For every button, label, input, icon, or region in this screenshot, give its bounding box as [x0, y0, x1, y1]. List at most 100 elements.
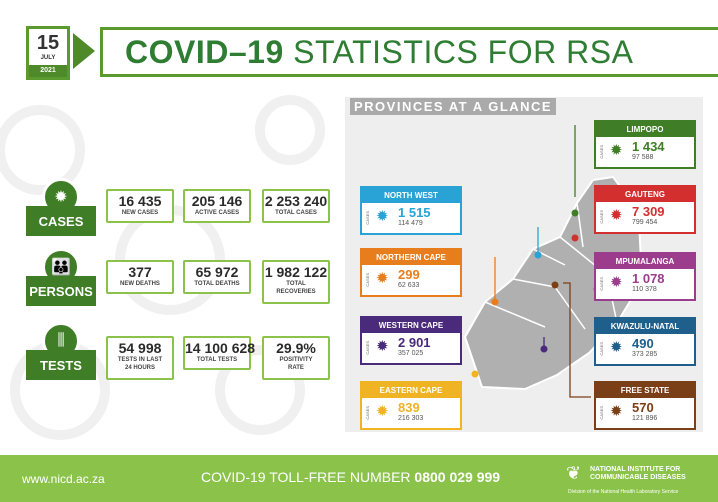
province-body: CASES ✹ 1 078 110 378: [596, 269, 694, 299]
stat-value: 29.9%: [276, 340, 316, 356]
stat-label: TOTAL DEATHS: [194, 281, 240, 287]
cases-caption: CASES: [599, 342, 604, 356]
date-year: 2021: [29, 65, 67, 77]
stat-label: NEW CASES: [121, 210, 159, 216]
province-name: GAUTENG: [596, 187, 694, 202]
province-total: 357 025: [398, 350, 424, 357]
province-total: 114 479: [398, 220, 423, 227]
title-frame: COVID–19 STATISTICS FOR RSA: [100, 27, 718, 77]
province-name: LIMPOPO: [596, 122, 694, 137]
stat-value: 1 982 122: [264, 264, 328, 280]
map-dot-north-west: [534, 251, 542, 259]
province-card-north-west: NORTH WEST CASES ✹ 1 515 114 479: [360, 186, 462, 235]
page-title-rest: STATISTICS FOR RSA: [293, 34, 634, 70]
province-card-limpopo: LIMPOPO CASES ✹ 1 434 97 588: [594, 120, 696, 169]
stat-active-cases: 205 146 ACTIVE CASES: [183, 189, 251, 223]
virus-icon: ✹: [610, 403, 623, 420]
province-card-kwazulu-natal: KWAZULU-NATAL CASES ✹ 490 373 285: [594, 317, 696, 366]
tollfree-line: COVID-19 TOLL-FREE NUMBER 0800 029 999: [201, 469, 500, 485]
category-cases: ✹ CASES: [26, 178, 96, 242]
province-card-northern-cape: NORTHERN CAPE CASES ✹ 299 62 633: [360, 248, 462, 297]
province-body: CASES ✹ 2 901 357 025: [362, 333, 460, 363]
page-title: COVID–19 STATISTICS FOR RSA: [125, 34, 633, 71]
stat-value: 377: [128, 264, 152, 280]
category-cases-label: CASES: [26, 206, 96, 236]
date-badge: 15 JULY 2021: [26, 26, 70, 80]
province-body: CASES ✹ 570 121 896: [596, 398, 694, 428]
cases-caption: CASES: [365, 273, 370, 287]
cases-caption: CASES: [365, 211, 370, 225]
province-cases: 299: [398, 267, 420, 282]
province-cases: 1 078: [632, 271, 665, 286]
category-tests-label: TESTS: [26, 350, 96, 380]
province-name: KWAZULU-NATAL: [596, 319, 694, 334]
province-cases: 2 901: [398, 335, 431, 350]
stat-label: POSITIVITY RATE: [279, 357, 313, 371]
virus-icon: ✹: [610, 142, 623, 159]
stat-tests-24h: 54 998 TESTS IN LAST 24 HOURS: [106, 336, 174, 380]
province-total: 97 588: [632, 154, 654, 161]
province-total: 62 633: [398, 282, 420, 289]
stat-value: 205 146: [191, 193, 243, 209]
stat-label: TOTAL TESTS: [196, 357, 238, 363]
province-card-gauteng: GAUTENG CASES ✹ 7 309 799 454: [594, 185, 696, 234]
cases-caption: CASES: [599, 210, 604, 224]
province-name: WESTERN CAPE: [362, 318, 460, 333]
stat-value: 65 972: [195, 264, 239, 280]
virus-icon: ✹: [610, 274, 623, 291]
province-total: 110 378: [632, 286, 657, 293]
province-total: 799 454: [632, 219, 658, 226]
category-persons: 👪 PERSONS: [26, 248, 96, 312]
stat-label: TOTAL RECOVERIES: [276, 281, 316, 295]
date-arrow: [73, 33, 95, 69]
stat-label: ACTIVE CASES: [194, 210, 240, 216]
map-dot-northern-cape: [491, 298, 499, 306]
stat-label: TOTAL CASES: [275, 210, 317, 216]
province-body: CASES ✹ 490 373 285: [596, 334, 694, 364]
website-link[interactable]: www.nicd.ac.za: [22, 472, 105, 486]
stat-value: 14 100 628: [185, 340, 256, 356]
province-card-eastern-cape: EASTERN CAPE CASES ✹ 839 216 303: [360, 381, 462, 430]
cases-caption: CASES: [599, 277, 604, 291]
page-title-bold: COVID–19: [125, 34, 284, 70]
map-dot-free-state: [551, 281, 559, 289]
map-heading: PROVINCES AT A GLANCE: [350, 98, 557, 115]
province-name: MPUMALANGA: [596, 254, 694, 269]
stat-label: TESTS IN LAST 24 HOURS: [117, 357, 163, 371]
stat-value: 54 998: [118, 340, 162, 356]
virus-icon: ✹: [610, 339, 623, 356]
org-name: NATIONAL INSTITUTE FOR COMMUNICABLE DISE…: [590, 466, 686, 481]
org-subtitle: Division of the National Health Laborato…: [568, 489, 679, 495]
cases-caption: CASES: [599, 406, 604, 420]
leader-line-free-state: [563, 282, 591, 398]
province-name: NORTH WEST: [362, 188, 460, 203]
province-body: CASES ✹ 7 309 799 454: [596, 202, 694, 232]
province-card-western-cape: WESTERN CAPE CASES ✹ 2 901 357 025: [360, 316, 462, 365]
stat-total-deaths: 65 972 TOTAL DEATHS: [183, 260, 251, 294]
stat-label: NEW DEATHS: [120, 281, 160, 287]
tollfree-label: COVID-19 TOLL-FREE NUMBER: [201, 469, 411, 485]
stat-value: 2 253 240: [264, 193, 328, 209]
province-body: CASES ✹ 839 216 303: [362, 398, 460, 428]
province-cases: 1 515: [398, 205, 431, 220]
province-body: CASES ✹ 299 62 633: [362, 265, 460, 295]
virus-icon: ✹: [376, 270, 389, 287]
date-month: JULY: [40, 55, 56, 61]
province-name: NORTHERN CAPE: [362, 250, 460, 265]
footer-bar: www.nicd.ac.za COVID-19 TOLL-FREE NUMBER…: [0, 455, 718, 502]
virus-icon: ✹: [376, 403, 389, 420]
stat-total-recoveries: 1 982 122 TOTAL RECOVERIES: [262, 260, 330, 304]
virus-icon: ✹: [610, 207, 623, 224]
tollfree-number: 0800 029 999: [414, 469, 501, 485]
province-total: 373 285: [632, 351, 658, 358]
stat-total-cases: 2 253 240 TOTAL CASES: [262, 189, 330, 223]
stat-value: 16 435: [118, 193, 162, 209]
province-cases: 570: [632, 400, 654, 415]
map-dot-western-cape: [540, 345, 548, 353]
virus-icon: ✹: [376, 338, 389, 355]
province-cases: 490: [632, 336, 654, 351]
stat-positivity-rate: 29.9% POSITIVITY RATE: [262, 336, 330, 380]
stat-total-tests: 14 100 628 TOTAL TESTS: [183, 336, 256, 370]
cases-caption: CASES: [599, 145, 604, 159]
category-persons-label: PERSONS: [26, 276, 96, 306]
